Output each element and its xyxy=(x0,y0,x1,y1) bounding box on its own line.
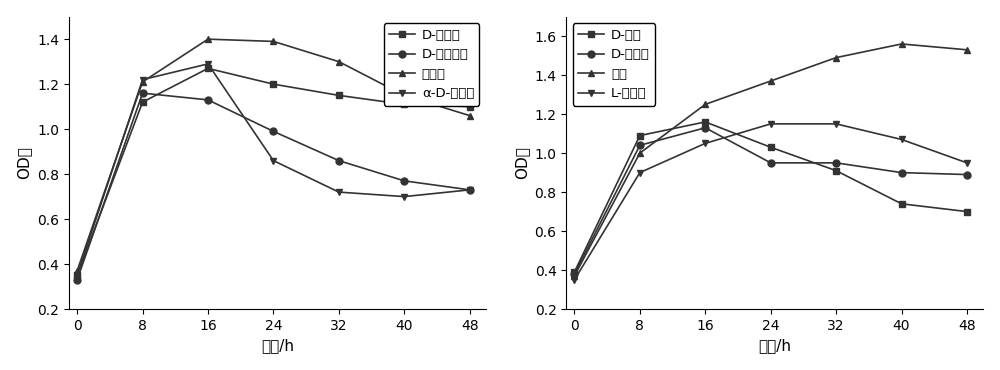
水杨苷 xyxy=(464,114,476,118)
D-海藻糖 xyxy=(333,93,345,98)
D-果糖 xyxy=(568,270,580,274)
Y-axis label: OD値: OD値 xyxy=(514,147,529,179)
水杨苷 xyxy=(398,93,410,98)
Y-axis label: OD値: OD値 xyxy=(17,147,32,179)
甸油 xyxy=(830,56,842,60)
α-D-葡萄糖 xyxy=(398,194,410,199)
L-苹果酸 xyxy=(765,122,777,126)
L-苹果酸 xyxy=(699,141,711,145)
Line: D-甘露醇: D-甘露醇 xyxy=(571,124,970,278)
甸油 xyxy=(896,42,908,46)
D-纤维二糖 xyxy=(267,129,279,134)
D-海藻糖 xyxy=(137,100,149,104)
α-D-葡萄糖 xyxy=(137,77,149,82)
D-纤维二糖 xyxy=(202,98,214,102)
α-D-葡萄糖 xyxy=(267,158,279,163)
α-D-葡萄糖 xyxy=(333,190,345,194)
D-海藻糖 xyxy=(398,102,410,107)
D-甘露醇 xyxy=(699,125,711,130)
Line: α-D-葡萄糖: α-D-葡萄糖 xyxy=(74,60,473,279)
Legend: D-果糖, D-甘露醇, 甸油, L-苹果酸: D-果糖, D-甘露醇, 甸油, L-苹果酸 xyxy=(573,23,655,105)
L-苹果酸 xyxy=(961,161,973,165)
D-海藻糖 xyxy=(202,66,214,71)
D-果糖 xyxy=(765,145,777,149)
甸油 xyxy=(568,274,580,278)
Legend: D-海藻糖, D-纤维二糖, 水杨苷, α-D-葡萄糖: D-海藻糖, D-纤维二糖, 水杨苷, α-D-葡萄糖 xyxy=(384,23,479,105)
D-果糖 xyxy=(961,209,973,214)
L-苹果酸 xyxy=(896,137,908,142)
Line: D-纤维二糖: D-纤维二糖 xyxy=(74,90,473,283)
D-果糖 xyxy=(896,202,908,206)
D-纤维二糖 xyxy=(464,188,476,192)
D-甘露醇 xyxy=(830,161,842,165)
D-甘露醇 xyxy=(961,172,973,177)
D-果糖 xyxy=(699,120,711,124)
水杨苷 xyxy=(71,269,83,273)
α-D-葡萄糖 xyxy=(464,188,476,192)
D-甘露醇 xyxy=(896,171,908,175)
Line: L-苹果酸: L-苹果酸 xyxy=(571,120,970,283)
Line: D-海藻糖: D-海藻糖 xyxy=(74,65,473,279)
甸油 xyxy=(634,151,646,155)
L-苹果酸 xyxy=(634,171,646,175)
D-纤维二糖 xyxy=(333,158,345,163)
D-甘露醇 xyxy=(568,272,580,276)
α-D-葡萄糖 xyxy=(202,62,214,66)
D-果糖 xyxy=(830,168,842,173)
D-甘露醇 xyxy=(634,143,646,148)
X-axis label: 时间/h: 时间/h xyxy=(758,338,791,353)
L-苹果酸 xyxy=(830,122,842,126)
甸油 xyxy=(961,48,973,52)
Line: 甸油: 甸油 xyxy=(571,40,970,279)
Line: 水杨苷: 水杨苷 xyxy=(74,36,473,274)
D-纤维二糖 xyxy=(137,91,149,95)
D-海藻糖 xyxy=(267,82,279,86)
甸油 xyxy=(765,79,777,83)
X-axis label: 时间/h: 时间/h xyxy=(261,338,294,353)
D-甘露醇 xyxy=(765,161,777,165)
D-海藻糖 xyxy=(71,273,83,278)
D-纤维二糖 xyxy=(71,278,83,282)
D-果糖 xyxy=(634,133,646,138)
水杨苷 xyxy=(202,37,214,41)
α-D-葡萄糖 xyxy=(71,273,83,278)
甸油 xyxy=(699,102,711,107)
Line: D-果糖: D-果糖 xyxy=(571,118,970,276)
水杨苷 xyxy=(267,39,279,44)
D-纤维二糖 xyxy=(398,179,410,183)
L-苹果酸 xyxy=(568,278,580,282)
水杨苷 xyxy=(137,80,149,84)
D-海藻糖 xyxy=(464,104,476,109)
水杨苷 xyxy=(333,60,345,64)
